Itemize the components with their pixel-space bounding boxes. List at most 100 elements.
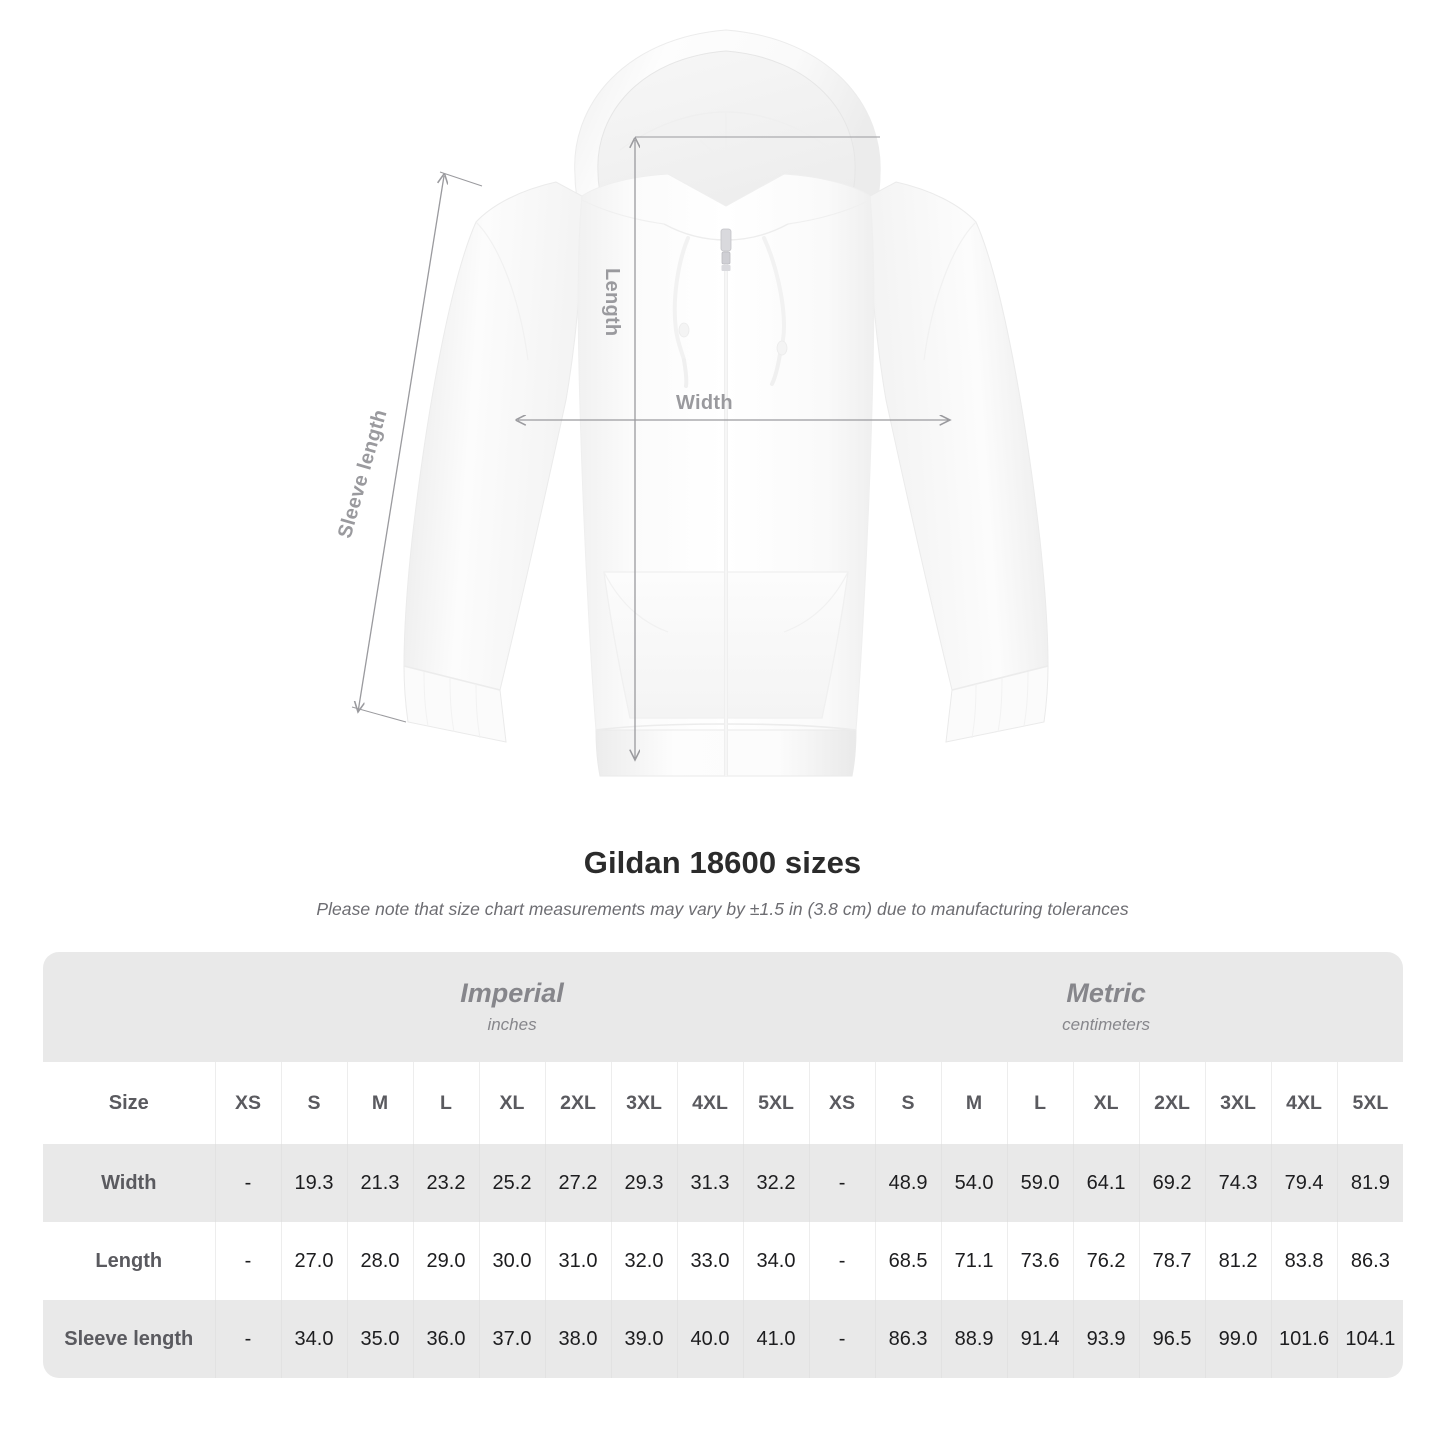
unit-banner-row: Imperial inches Metric centimeters	[43, 952, 1404, 1062]
cell: 54.0	[940, 1144, 1008, 1222]
size-header-metric-m: M	[940, 1062, 1008, 1144]
cell: 38.0	[544, 1300, 611, 1378]
size-header-imperial-4xl: 4XL	[676, 1062, 743, 1144]
size-header-imperial-3xl: 3XL	[610, 1062, 677, 1144]
title-block: Gildan 18600 sizes Please note that size…	[0, 845, 1445, 920]
cell: 88.9	[940, 1300, 1008, 1378]
cell: 73.6	[1006, 1222, 1074, 1300]
size-header-metric-4xl: 4XL	[1270, 1062, 1338, 1144]
cell: 27.2	[544, 1144, 611, 1222]
cell: 37.0	[478, 1300, 545, 1378]
row-label-length: Length	[43, 1222, 215, 1300]
size-header-imperial-2xl: 2XL	[544, 1062, 611, 1144]
size-header-imperial-xl: XL	[478, 1062, 545, 1144]
hoodie-drawing	[351, 29, 1049, 777]
cell: 93.9	[1072, 1300, 1140, 1378]
cell: 33.0	[676, 1222, 743, 1300]
table-row: Length - 27.0 28.0 29.0 30.0 31.0 32.0 3…	[43, 1222, 1404, 1300]
cell: 31.0	[544, 1222, 611, 1300]
size-header-metric-2xl: 2XL	[1138, 1062, 1206, 1144]
cell: 91.4	[1006, 1300, 1074, 1378]
size-header-imperial-l: L	[412, 1062, 479, 1144]
measurement-guides	[351, 136, 950, 760]
cell: 81.2	[1204, 1222, 1272, 1300]
cell: 68.5	[874, 1222, 942, 1300]
cell: 79.4	[1270, 1144, 1338, 1222]
size-header-imperial-xs: XS	[214, 1062, 281, 1144]
cell: 19.3	[280, 1144, 347, 1222]
size-header-label: Size	[43, 1062, 215, 1144]
width-dimension-label: Width	[676, 392, 733, 414]
cell: 101.6	[1270, 1300, 1338, 1378]
length-dimension-label: Length	[601, 268, 623, 337]
size-header-metric-xl: XL	[1072, 1062, 1140, 1144]
table-row: Width - 19.3 21.3 23.2 25.2 27.2 29.3 31…	[43, 1144, 1404, 1222]
cell: -	[214, 1300, 281, 1378]
cell: 81.9	[1336, 1144, 1404, 1222]
row-label-sleeve-length: Sleeve length	[43, 1300, 215, 1378]
page-title: Gildan 18600 sizes	[583, 845, 862, 880]
cell: 40.0	[676, 1300, 743, 1378]
right-sleeve	[869, 181, 1049, 743]
cell: -	[808, 1222, 876, 1300]
tolerance-note: Please note that size chart measurements…	[316, 899, 1129, 919]
cell: 99.0	[1204, 1300, 1272, 1378]
unit-cell-metric: Metric centimeters	[809, 952, 1404, 1062]
table-row: Sleeve length - 34.0 35.0 36.0 37.0 38.0…	[43, 1300, 1404, 1378]
cell: 86.3	[1336, 1222, 1404, 1300]
cell: 21.3	[346, 1144, 413, 1222]
cell: 36.0	[412, 1300, 479, 1378]
size-header-metric-5xl: 5XL	[1336, 1062, 1404, 1144]
size-header-metric-3xl: 3XL	[1204, 1062, 1272, 1144]
cell: 29.0	[412, 1222, 479, 1300]
cell: 32.2	[742, 1144, 810, 1222]
size-header-imperial-m: M	[346, 1062, 413, 1144]
cell: 35.0	[346, 1300, 413, 1378]
cell: 64.1	[1072, 1144, 1140, 1222]
hoodie-illustration: Length Width Sleeve length	[334, 29, 1049, 777]
cell: 86.3	[874, 1300, 942, 1378]
cell: 96.5	[1138, 1300, 1206, 1378]
cell: 27.0	[280, 1222, 347, 1300]
unit-name-imperial: Imperial	[460, 977, 564, 1008]
cell: 71.1	[940, 1222, 1008, 1300]
size-chart-table: Imperial inches Metric centimeters Size …	[43, 952, 1404, 1378]
size-header-imperial-s: S	[280, 1062, 347, 1144]
cell: 59.0	[1006, 1144, 1074, 1222]
size-header-imperial-5xl: 5XL	[742, 1062, 810, 1144]
size-chart-table-wrap: Imperial inches Metric centimeters Size …	[43, 952, 1404, 1378]
cell: 28.0	[346, 1222, 413, 1300]
cell: 39.0	[610, 1300, 677, 1378]
cell: 74.3	[1204, 1144, 1272, 1222]
size-header-metric-l: L	[1006, 1062, 1074, 1144]
cell: 69.2	[1138, 1144, 1206, 1222]
cell: 78.7	[1138, 1222, 1206, 1300]
row-label-width: Width	[43, 1144, 215, 1222]
unit-banner-spacer	[43, 952, 215, 1062]
cell: -	[808, 1300, 876, 1378]
cell: -	[214, 1222, 281, 1300]
cell: -	[214, 1144, 281, 1222]
size-header-metric-xs: XS	[808, 1062, 876, 1144]
cell: -	[808, 1144, 876, 1222]
cell: 23.2	[412, 1144, 479, 1222]
unit-cell-imperial: Imperial inches	[215, 952, 810, 1062]
size-header-metric-s: S	[874, 1062, 942, 1144]
cell: 41.0	[742, 1300, 810, 1378]
cell: 29.3	[610, 1144, 677, 1222]
cell: 32.0	[610, 1222, 677, 1300]
cell: 83.8	[1270, 1222, 1338, 1300]
zipper	[720, 228, 732, 776]
cell: 76.2	[1072, 1222, 1140, 1300]
cell: 48.9	[874, 1144, 942, 1222]
cell: 104.1	[1336, 1300, 1404, 1378]
cell: 34.0	[742, 1222, 810, 1300]
drawstrings	[672, 236, 788, 388]
cell: 30.0	[478, 1222, 545, 1300]
cell: 25.2	[478, 1144, 545, 1222]
size-header-row: Size XS S M L XL 2XL 3XL 4XL 5XL XS S M …	[43, 1062, 1404, 1144]
unit-sub-metric: centimeters	[1062, 1015, 1151, 1035]
cell: 31.3	[676, 1144, 743, 1222]
left-sleeve	[403, 181, 583, 743]
cell: 34.0	[280, 1300, 347, 1378]
